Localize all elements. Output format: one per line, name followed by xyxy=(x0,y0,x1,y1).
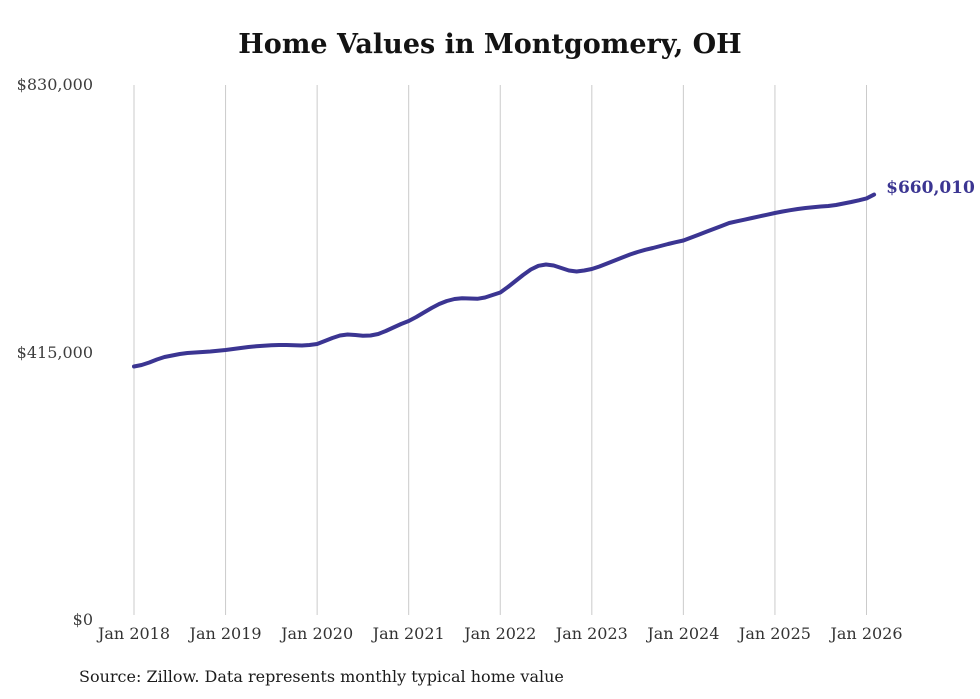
end-value-label: $660,010 xyxy=(886,177,975,198)
x-axis-tick-label-jan-2026: Jan 2026 xyxy=(830,624,903,643)
chart-title: Home Values in Montgomery, OH xyxy=(238,29,742,60)
x-axis-tick-label-jan-2021: Jan 2021 xyxy=(372,624,445,643)
x-axis-tick-label-jan-2022: Jan 2022 xyxy=(464,624,537,643)
x-axis-tick-label-jan-2024: Jan 2024 xyxy=(647,624,720,643)
y-axis-tick-label-0: $0 xyxy=(72,610,93,629)
x-axis-tick-label-jan-2023: Jan 2023 xyxy=(555,624,628,643)
y-axis-tick-label-830000: $830,000 xyxy=(16,75,93,94)
y-axis-tick-label-415000: $415,000 xyxy=(16,342,93,362)
x-axis-tick-label-jan-2018: Jan 2018 xyxy=(97,624,171,643)
home-value-line xyxy=(132,192,877,369)
x-axis-tick-label-jan-2019: Jan 2019 xyxy=(189,624,262,643)
x-axis-tick-label-jan-2025: Jan 2025 xyxy=(738,624,811,643)
x-axis-tick-label-jan-2020: Jan 2020 xyxy=(281,624,354,643)
source-note: Source: Zillow. Data represents monthly … xyxy=(79,667,564,686)
